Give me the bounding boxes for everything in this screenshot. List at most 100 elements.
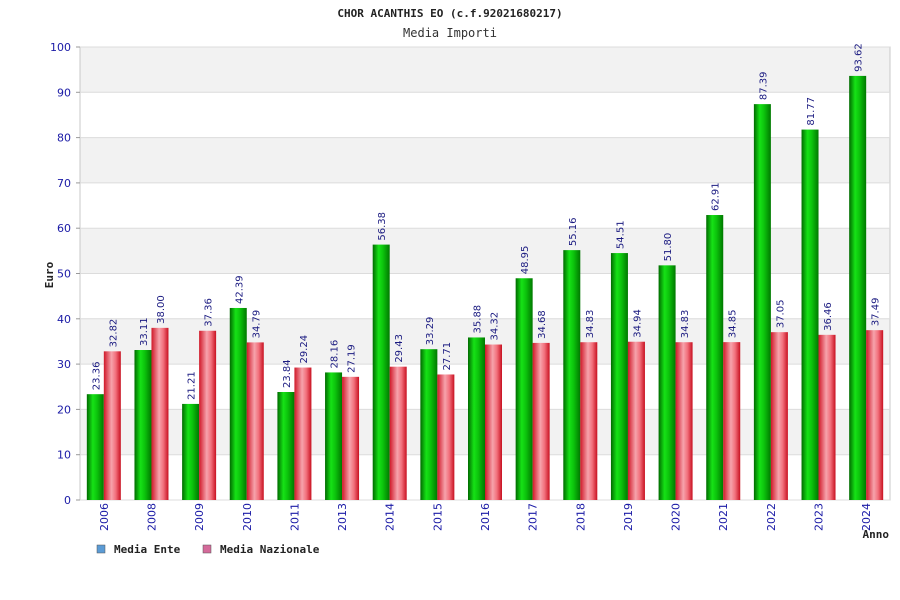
value-label: 81.77 <box>806 97 817 126</box>
bar-media-ente-2017 <box>515 278 533 500</box>
x-tick-label: 2019 <box>622 503 635 531</box>
value-label: 29.24 <box>299 335 310 364</box>
bar-media-nazionale-2023 <box>818 334 836 500</box>
y-tick-label: 50 <box>57 268 71 281</box>
bar-media-ente-2009 <box>182 403 200 500</box>
bar-media-ente-2019 <box>610 253 628 500</box>
x-tick-label: 2021 <box>717 503 730 531</box>
y-tick-label: 10 <box>57 449 71 462</box>
x-tick-label: 2010 <box>241 503 254 531</box>
plot-band <box>80 47 890 93</box>
value-label: 28.16 <box>330 340 341 369</box>
bar-media-nazionale-2022 <box>770 332 788 500</box>
value-label: 34.79 <box>251 310 262 339</box>
chart-title: CHOR ACANTHIS EO (c.f.92021680217) <box>337 7 562 20</box>
legend-swatch-media-ente <box>96 544 106 554</box>
bar-media-ente-2015 <box>420 349 438 500</box>
value-label: 56.38 <box>377 212 388 241</box>
x-tick-label: 2011 <box>288 503 301 531</box>
bar-media-ente-2006 <box>86 394 104 500</box>
y-tick-label: 80 <box>57 132 71 145</box>
x-tick-label: 2013 <box>336 503 349 531</box>
x-tick-label: 2015 <box>431 503 444 531</box>
y-tick-label: 70 <box>57 177 71 190</box>
x-tick-label: 2017 <box>527 503 540 531</box>
x-axis-label: Anno <box>863 528 890 541</box>
value-label: 37.49 <box>871 298 882 327</box>
value-label: 34.83 <box>585 310 596 339</box>
value-label: 36.46 <box>823 302 834 331</box>
value-label: 33.11 <box>139 317 150 346</box>
value-label: 87.39 <box>758 71 769 100</box>
y-tick-label: 100 <box>50 41 71 54</box>
legend-swatch-media-nazionale <box>202 544 212 554</box>
bar-media-ente-2024 <box>849 75 867 500</box>
bar-media-ente-2013 <box>325 372 343 500</box>
x-tick-label: 2020 <box>670 503 683 531</box>
legend: Media Ente Media Nazionale <box>96 543 320 556</box>
y-tick-label: 20 <box>57 403 71 416</box>
x-axis-ticks: 2006 2008 2009 2010 2011 2013 2014 2015 2016 2017… <box>98 503 873 531</box>
bar-media-nazionale-2016 <box>485 344 502 500</box>
y-axis-ticks: 0 10 20 30 40 50 60 70 80 90 100 <box>50 41 80 507</box>
bar-media-nazionale-2013 <box>342 376 360 500</box>
bar-media-nazionale-2015 <box>437 374 455 500</box>
bar-media-ente-2023 <box>801 129 819 500</box>
value-label: 27.19 <box>347 344 358 373</box>
value-label: 37.36 <box>204 298 215 327</box>
value-label: 37.05 <box>775 300 786 329</box>
value-label: 55.16 <box>568 217 579 246</box>
value-label: 33.29 <box>425 317 436 346</box>
x-tick-label: 2016 <box>479 503 492 531</box>
y-tick-label: 30 <box>57 358 71 371</box>
value-label: 34.94 <box>632 309 643 338</box>
bar-media-ente-2008 <box>134 350 152 500</box>
value-label: 42.39 <box>234 275 245 304</box>
y-tick-label: 90 <box>57 86 71 99</box>
bars <box>86 75 884 501</box>
value-label: 93.62 <box>854 43 865 72</box>
y-tick-label: 0 <box>64 494 71 507</box>
x-tick-label: 2018 <box>574 503 587 531</box>
bar-media-nazionale-2019 <box>627 341 645 500</box>
value-label: 32.82 <box>108 319 119 348</box>
value-label: 51.80 <box>663 233 674 262</box>
bar-media-ente-2014 <box>372 244 390 500</box>
bar-media-nazionale-2020 <box>675 342 693 500</box>
bar-media-nazionale-2021 <box>723 342 741 500</box>
bar-media-ente-2011 <box>277 392 295 500</box>
bar-media-nazionale-2017 <box>532 342 550 500</box>
bar-media-nazionale-2006 <box>103 351 121 500</box>
value-label: 34.83 <box>680 310 691 339</box>
bar-media-nazionale-2008 <box>151 327 169 500</box>
bar-media-nazionale-2014 <box>389 366 407 500</box>
bar-media-nazionale-2018 <box>580 342 598 500</box>
value-label: 48.95 <box>520 246 531 275</box>
value-label: 35.88 <box>473 305 484 334</box>
bar-media-ente-2018 <box>563 250 581 500</box>
x-tick-label: 2014 <box>384 503 397 531</box>
y-tick-label: 40 <box>57 313 71 326</box>
bar-media-nazionale-2009 <box>199 330 217 500</box>
bar-media-nazionale-2024 <box>866 330 884 500</box>
value-label: 21.21 <box>187 371 198 400</box>
value-label: 34.85 <box>728 309 739 338</box>
x-tick-label: 2022 <box>765 503 778 531</box>
y-tick-label: 60 <box>57 222 71 235</box>
bar-media-ente-2021 <box>706 215 724 500</box>
value-label: 54.51 <box>615 220 626 249</box>
x-tick-label: 2006 <box>98 503 111 531</box>
value-labels: 23.36 32.82 33.11 38.00 21.21 37.36 42.39 34.79… <box>91 43 881 400</box>
value-label: 23.36 <box>91 362 102 391</box>
bar-media-ente-2020 <box>658 265 676 500</box>
bar-media-ente-2010 <box>229 307 247 500</box>
bar-media-nazionale-2010 <box>246 342 264 500</box>
x-tick-label: 2008 <box>145 503 158 531</box>
x-tick-label: 2009 <box>193 503 206 531</box>
y-axis-label: Euro <box>43 261 56 288</box>
value-label: 38.00 <box>156 295 167 324</box>
bar-media-ente-2016 <box>468 337 485 500</box>
x-tick-label: 2024 <box>860 503 873 531</box>
value-label: 27.71 <box>442 342 453 371</box>
value-label: 29.43 <box>394 334 405 363</box>
